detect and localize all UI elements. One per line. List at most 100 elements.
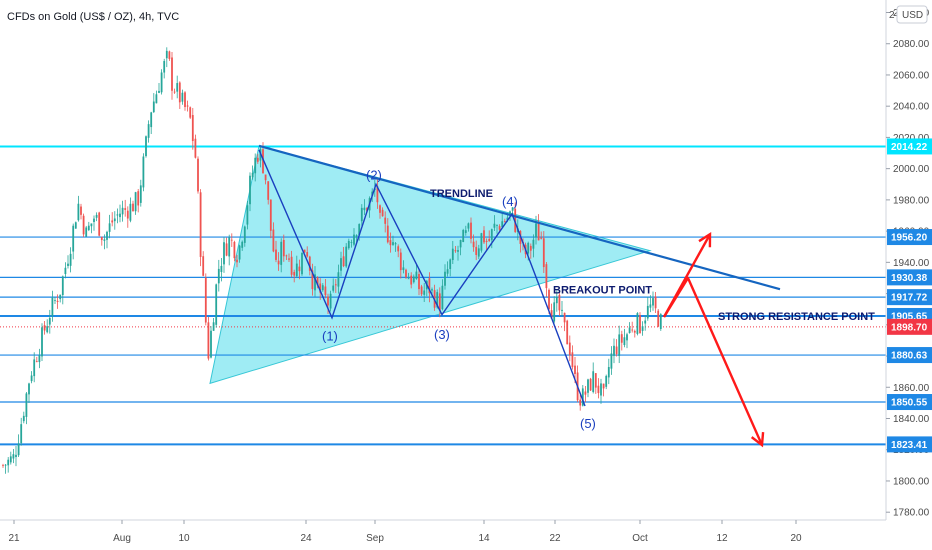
candle-body-152 xyxy=(397,246,400,252)
candle-body-150 xyxy=(392,242,394,245)
price-badge-3 xyxy=(887,289,932,306)
candle-body-122 xyxy=(319,283,322,293)
candle-body-41 xyxy=(108,223,111,232)
candle-body-213 xyxy=(555,297,558,304)
candle-body-11 xyxy=(30,375,33,382)
wave-label-7: (5) xyxy=(580,416,596,431)
price-badge-label-8: 1898.70 xyxy=(891,322,928,333)
candle-body-183 xyxy=(477,248,480,257)
candle-body-162 xyxy=(423,290,426,295)
y-tick-label-8: 1940.00 xyxy=(893,258,930,269)
candle-body-205 xyxy=(535,223,537,238)
candle-body-210 xyxy=(548,289,550,310)
candle-body-2 xyxy=(7,459,10,466)
candle-body-116 xyxy=(303,249,306,253)
candle-body-89 xyxy=(233,241,236,259)
candle-body-191 xyxy=(498,226,501,230)
x-tick-label-3: 24 xyxy=(300,533,312,544)
candle-body-72 xyxy=(189,107,192,118)
candle-body-220 xyxy=(574,365,576,375)
candle-body-125 xyxy=(327,296,329,306)
candle-body-73 xyxy=(191,115,194,142)
wave-label-3: (1) xyxy=(322,328,338,343)
time-axis[interactable]: 21 Aug 10 24 Sep 14 22 Oct 12 20 xyxy=(8,520,802,544)
candle-body-237 xyxy=(618,334,621,356)
wave-label-5: (3) xyxy=(434,327,450,342)
price-badge-5 xyxy=(887,347,932,364)
candle-body-21 xyxy=(56,300,59,302)
candle-body-9 xyxy=(25,393,28,417)
candle-body-168 xyxy=(438,293,441,311)
candle-body-66 xyxy=(173,91,176,93)
candle-body-243 xyxy=(633,330,636,333)
y-tick-label-12: 2020.00 xyxy=(893,133,930,144)
candle-body-209 xyxy=(545,264,548,289)
candle-body-226 xyxy=(589,378,592,391)
candle-body-44 xyxy=(116,214,119,216)
candle-body-218 xyxy=(568,342,571,355)
horizontal-levels xyxy=(0,145,886,446)
candle-body-217 xyxy=(566,320,569,345)
candle-body-20 xyxy=(54,300,56,301)
candle-body-184 xyxy=(480,233,483,251)
candle-body-33 xyxy=(87,225,90,231)
candle-body-249 xyxy=(649,304,652,308)
triangle-shape xyxy=(209,145,652,385)
forecast-up-arrow-head xyxy=(698,232,712,248)
candle-body-171 xyxy=(446,269,449,274)
candle-body-47 xyxy=(124,208,127,210)
candle-body-234 xyxy=(610,353,613,369)
candle-body-246 xyxy=(641,326,644,331)
candle-body-159 xyxy=(415,271,418,280)
x-tick-label-2: 10 xyxy=(178,533,190,544)
x-tick-label-5: 14 xyxy=(478,533,490,544)
candle-body-6 xyxy=(17,443,20,456)
candle-body-38 xyxy=(100,236,103,241)
candle-body-23 xyxy=(61,276,64,296)
candle-body-115 xyxy=(301,252,303,275)
candle-body-229 xyxy=(597,385,600,394)
currency-box[interactable] xyxy=(896,5,928,24)
candle-body-123 xyxy=(321,285,324,291)
candle-body-231 xyxy=(602,383,605,389)
candle-body-130 xyxy=(340,258,342,271)
candle-body-93 xyxy=(243,226,246,243)
candle-body-222 xyxy=(579,399,582,406)
candle-body-236 xyxy=(615,346,618,354)
candle-body-50 xyxy=(132,203,134,212)
y-tick-label-14: 2060.00 xyxy=(893,70,930,81)
candle-body-42 xyxy=(111,220,114,223)
x-tick-label-6: 22 xyxy=(549,533,561,544)
candle-body-233 xyxy=(607,367,610,378)
candle-body-242 xyxy=(631,329,634,331)
candle-body-25 xyxy=(67,263,69,266)
candle-body-121 xyxy=(316,277,319,286)
candle-body-224 xyxy=(584,391,587,395)
candle-body-138 xyxy=(360,207,363,222)
wave-polyline xyxy=(258,149,586,407)
price-badge-label-7: 1823.41 xyxy=(891,440,928,451)
annotation-label-1: BREAKOUT POINT xyxy=(553,285,652,297)
candle-body-219 xyxy=(571,352,574,368)
annotation-label-0: TRENDLINE xyxy=(430,188,493,200)
y-tick-label-3: 1840.00 xyxy=(893,414,930,425)
candle-body-232 xyxy=(605,375,608,387)
candle-body-238 xyxy=(620,334,623,343)
candle-body-230 xyxy=(600,383,602,396)
candle-body-124 xyxy=(324,286,327,296)
price-badges: 2014.22 1956.20 1930.38 1917.72 1905.65 1880.… xyxy=(887,138,932,453)
x-tick-label-7: Oct xyxy=(632,533,648,544)
candle-body-148 xyxy=(386,225,389,243)
candle-body-154 xyxy=(402,267,405,271)
candle-body-76 xyxy=(199,192,202,257)
candle-body-190 xyxy=(496,225,498,226)
candle-body-95 xyxy=(249,175,251,205)
candle-body-55 xyxy=(145,136,147,157)
candle-body-117 xyxy=(306,252,309,257)
candle-body-179 xyxy=(467,223,470,229)
currency-selector[interactable]: 2 USD xyxy=(889,5,928,24)
candle-body-92 xyxy=(241,241,244,248)
y-tick-label-11: 2000.00 xyxy=(893,164,930,175)
candle-body-193 xyxy=(503,221,506,222)
